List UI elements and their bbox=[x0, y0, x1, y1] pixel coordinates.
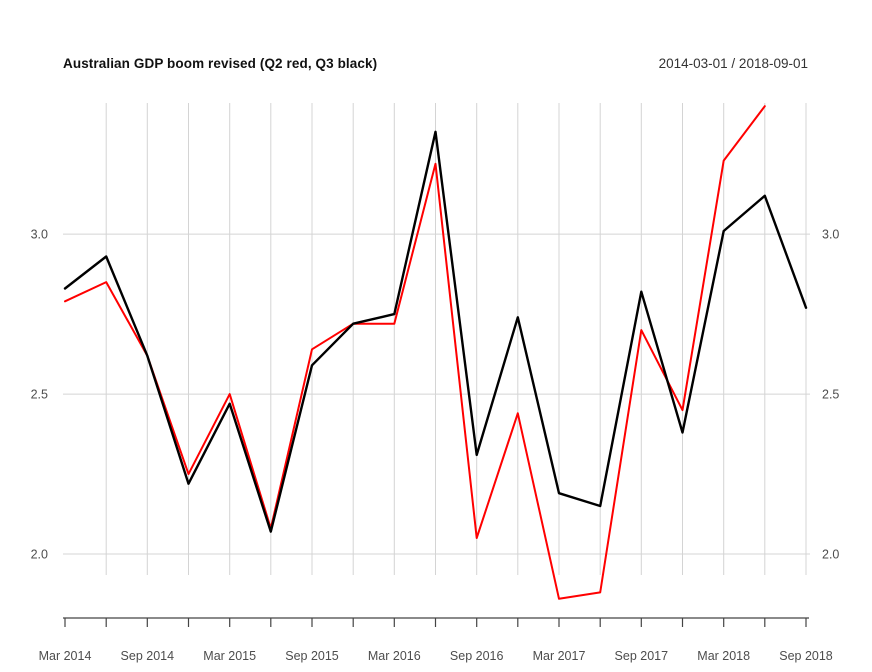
date-range-label: 2014-03-01 / 2018-09-01 bbox=[658, 56, 808, 71]
chart-header: Australian GDP boom revised (Q2 red, Q3 … bbox=[63, 56, 808, 71]
y-tick-label-left: 2.5 bbox=[31, 388, 48, 402]
y-tick-label-right: 2.0 bbox=[822, 548, 839, 562]
x-tick-label: Mar 2018 bbox=[697, 649, 750, 663]
x-tick-label: Mar 2015 bbox=[203, 649, 256, 663]
y-tick-label-right: 2.5 bbox=[822, 388, 839, 402]
x-tick-label: Sep 2018 bbox=[779, 649, 833, 663]
x-tick-label: Mar 2017 bbox=[533, 649, 586, 663]
x-tick-label: Mar 2016 bbox=[368, 649, 421, 663]
y-tick-label-left: 2.0 bbox=[31, 548, 48, 562]
y-tick-label-left: 3.0 bbox=[31, 228, 48, 242]
x-tick-label: Sep 2015 bbox=[285, 649, 339, 663]
x-tick-label: Sep 2014 bbox=[121, 649, 175, 663]
series-line-q3-black bbox=[63, 130, 808, 533]
y-tick-label-right: 3.0 bbox=[822, 228, 839, 242]
x-tick-label: Mar 2014 bbox=[39, 649, 92, 663]
chart-title: Australian GDP boom revised (Q2 red, Q3 … bbox=[63, 56, 378, 71]
series-line-q2-red bbox=[64, 105, 766, 600]
x-tick-label: Sep 2017 bbox=[615, 649, 669, 663]
x-tick-label: Sep 2016 bbox=[450, 649, 504, 663]
